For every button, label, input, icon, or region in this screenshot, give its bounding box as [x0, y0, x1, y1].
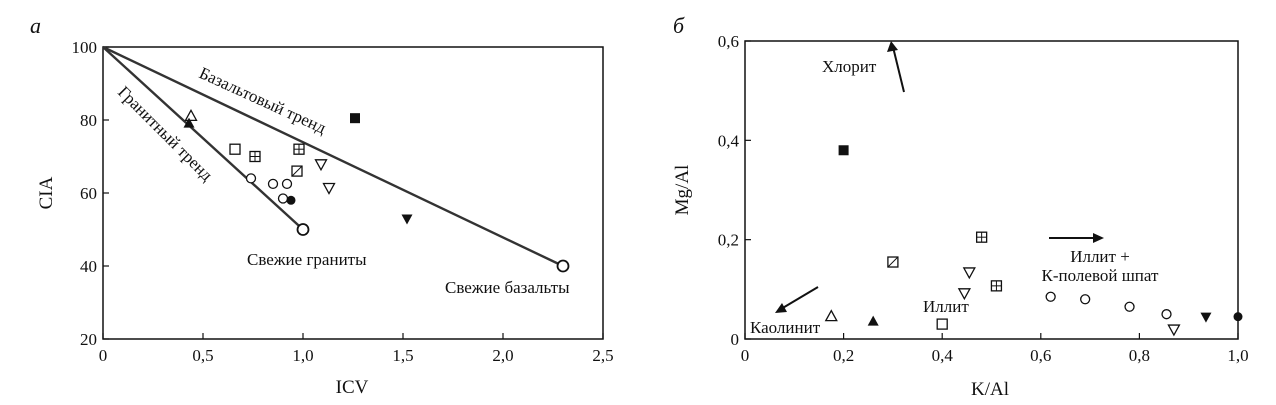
- data-point-square-diag: [291, 165, 303, 177]
- y-tick-label: 40: [80, 257, 97, 276]
- x-tick-label: 1,0: [292, 346, 313, 365]
- y-tick-label: 0,6: [718, 32, 739, 51]
- data-point-circle-open: [1045, 291, 1056, 302]
- trend-line: [102, 45, 564, 268]
- label-kaolinite: Каолинит: [750, 318, 821, 337]
- x-tick-label: 0,4: [932, 346, 954, 365]
- data-point-circle-open: [267, 178, 279, 190]
- data-point-square-filled: [838, 145, 849, 156]
- data-point-circle-filled: [286, 195, 296, 205]
- ticks-b: 0 0,2 0,4 0,6 0,8 1,0 0 0,2 0,4 0,6: [718, 32, 1249, 365]
- x-tick-label: 0: [99, 346, 108, 365]
- arrow-illite-kfeldspar: [1049, 233, 1104, 243]
- points-a: [183, 109, 413, 225]
- data-point-triangle-down-open: [1167, 324, 1181, 337]
- x-tick-label: 1,0: [1227, 346, 1248, 365]
- trend-line: [102, 46, 304, 231]
- data-point-triangle-down-open: [322, 182, 336, 195]
- label-chlorite: Хлорит: [822, 57, 877, 76]
- data-point-triangle-down-open: [314, 159, 328, 172]
- y-tick-label: 80: [80, 111, 97, 130]
- trend-lines-a: [102, 45, 570, 273]
- arrow-chlorite: [887, 41, 905, 93]
- ticks-a: 0 0,5 1,0 1,5 2,0 2,5 20 40 60 80 100: [72, 38, 614, 365]
- x-tick-label: 2,0: [492, 346, 513, 365]
- points-b: [824, 145, 1243, 337]
- y-axis-label-a: CIA: [36, 176, 57, 209]
- label-k-feldspar: К-полевой шпат: [1042, 266, 1159, 285]
- end-member-marker: [556, 259, 570, 273]
- data-point-square-crossed: [990, 280, 1003, 292]
- data-point-circle-filled: [1233, 312, 1243, 322]
- x-tick-label: 0,2: [833, 346, 854, 365]
- label-illite-plus: Иллит +: [1070, 247, 1130, 266]
- data-point-square-crossed: [249, 150, 261, 163]
- data-point-circle-open: [1124, 301, 1135, 312]
- data-point-triangle-down-filled: [1200, 312, 1212, 323]
- y-tick-label: 60: [80, 184, 97, 203]
- data-point-square-diag: [887, 256, 899, 268]
- x-tick-label: 0,8: [1129, 346, 1150, 365]
- label-illite: Иллит: [923, 297, 969, 316]
- trend-label-granite: Гранитный тренд: [114, 82, 217, 185]
- data-point-square-filled: [350, 113, 360, 124]
- y-tick-label: 0,2: [718, 231, 739, 250]
- y-tick-label: 0,4: [718, 131, 740, 150]
- data-point-triangle-up-open: [184, 109, 198, 121]
- panel-label-a: а: [30, 13, 41, 38]
- label-fresh-basalts: Свежие базальты: [445, 278, 570, 297]
- y-tick-label: 100: [72, 38, 98, 57]
- x-tick-label: 0,5: [192, 346, 213, 365]
- data-point-circle-open: [1161, 309, 1172, 320]
- data-point-circle-open: [1080, 294, 1091, 305]
- y-tick-label: 20: [80, 330, 97, 349]
- x-tick-label: 1,5: [392, 346, 413, 365]
- data-point-circle-open: [281, 178, 293, 190]
- x-tick-label: 0: [741, 346, 750, 365]
- x-axis-label-a: ICV: [336, 377, 369, 398]
- data-point-triangle-down-open: [962, 267, 976, 280]
- data-point-square-open: [229, 143, 241, 155]
- data-point-square-crossed: [975, 231, 988, 243]
- y-axis-label-b: Mg/Al: [672, 165, 693, 216]
- end-member-marker: [296, 223, 310, 236]
- x-axis-label-b: K/Al: [971, 379, 1009, 400]
- y-tick-label: 0: [731, 330, 740, 349]
- data-point-square-crossed: [293, 143, 305, 155]
- data-point-square-open: [936, 318, 948, 330]
- data-point-triangle-down-filled: [401, 214, 413, 225]
- data-point-triangle-up-open: [824, 309, 838, 322]
- label-fresh-granites: Свежие граниты: [247, 250, 367, 269]
- x-tick-label: 0,6: [1030, 346, 1051, 365]
- chart-b: б 0 0,2 0,4 0,6 0,8 1,000,20,40,6 K/Al Mg/Al …: [672, 13, 1249, 400]
- data-point-triangle-down-open: [957, 288, 971, 301]
- data-point-triangle-up-filled: [867, 315, 879, 326]
- data-point-circle-open: [277, 193, 289, 204]
- plot-frame-b: [744, 40, 1239, 340]
- x-tick-label: 2,5: [592, 346, 613, 365]
- arrow-kaolinite: [775, 286, 819, 313]
- panel-label-b: б: [673, 13, 685, 38]
- data-point-triangle-up-filled: [183, 117, 195, 128]
- data-point-circle-open: [245, 173, 257, 184]
